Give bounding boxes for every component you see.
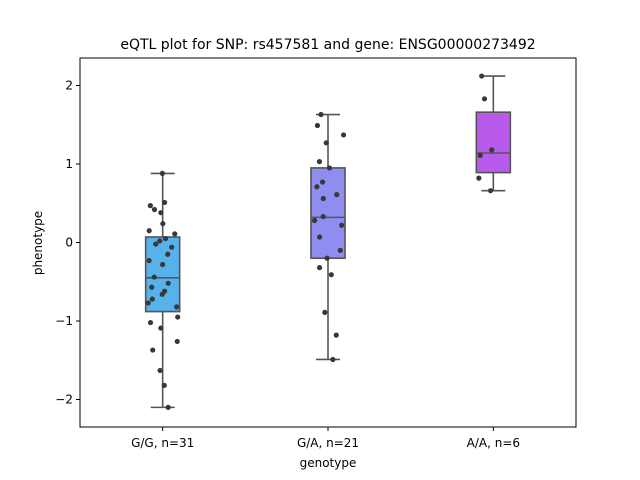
genotype-box-group [475,75,512,192]
data-point [322,309,328,315]
iqr-box [475,111,512,174]
data-point [319,179,326,185]
data-point [145,300,151,306]
data-point [160,261,166,268]
data-point [157,238,163,244]
data-point [487,188,494,194]
data-point [149,296,155,302]
x-tick-label: G/A, n=21 [297,436,359,450]
data-point [314,184,320,190]
chart-title: eQTL plot for SNP: rs457581 and gene: EN… [120,37,535,53]
data-point [161,382,167,388]
data-point [337,247,343,253]
data-point [314,122,321,129]
data-point [481,96,488,102]
iqr-box [310,167,346,260]
y-tick-label: 1 [65,157,73,171]
data-point [328,272,334,278]
data-point [174,304,180,310]
data-point [323,140,329,146]
data-point [157,367,163,374]
data-point [330,356,336,363]
data-point [340,132,347,138]
data-point [147,203,153,209]
x-tick-label: G/G, n=31 [131,436,194,450]
data-point [169,244,175,250]
data-point [324,255,330,261]
data-point [159,170,165,177]
y-tick-label: −2 [55,393,73,407]
data-point [151,274,157,280]
data-point [149,284,155,290]
data-point [175,314,181,320]
data-point [316,265,323,271]
data-point [153,241,159,247]
data-point [159,291,165,297]
data-point [162,235,169,242]
data-point [146,257,152,264]
data-point [479,73,485,79]
data-point [151,206,158,213]
x-axis-label: genotype [300,456,357,470]
x-tick-label: A/A, n=6 [467,436,520,450]
data-point [158,210,164,216]
data-point [160,221,166,227]
data-point [334,192,340,198]
data-point [333,332,339,338]
data-point [326,165,333,171]
data-point [172,231,178,237]
data-point [165,251,171,257]
data-point [165,280,171,286]
data-point [339,222,345,228]
data-point [477,152,483,158]
data-point [317,234,323,240]
data-point [316,159,323,165]
y-tick-label: −1 [55,314,73,328]
data-point [311,217,318,224]
data-point [489,147,495,153]
data-point [146,228,152,234]
data-point [165,404,171,410]
data-point [318,111,324,118]
data-point [162,199,168,206]
data-point [320,195,326,202]
data-point [320,213,326,220]
data-point [147,319,154,326]
y-tick-label: 0 [65,236,73,250]
data-point [476,175,482,181]
y-tick-label: 2 [65,78,73,92]
data-point [158,325,164,331]
y-axis-label: phenotype [31,211,45,275]
plot-area [144,73,512,410]
data-point [150,347,156,353]
data-point [174,338,180,345]
